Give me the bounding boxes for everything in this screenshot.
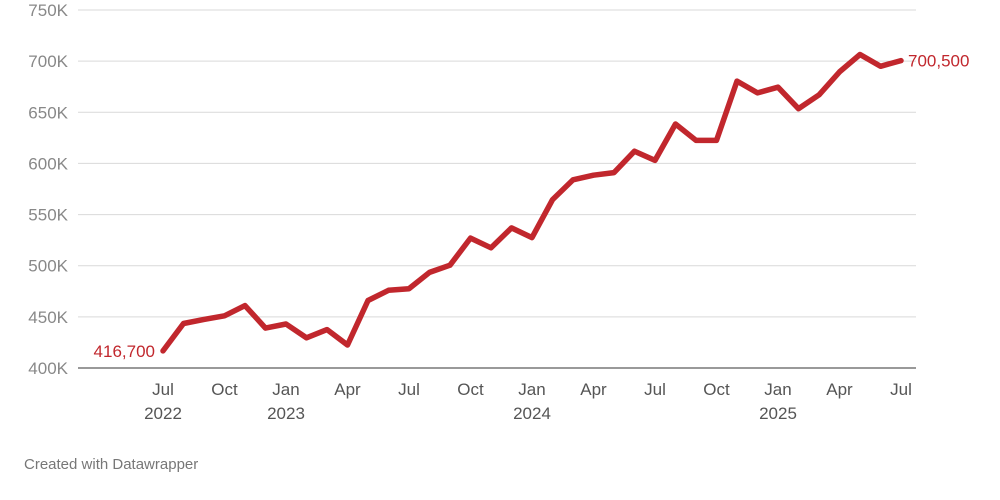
x-tick-label: Jan <box>518 380 545 399</box>
y-tick-label: 450K <box>28 308 68 327</box>
data-point <box>796 106 801 111</box>
series-layer <box>160 51 904 354</box>
y-axis-tick-labels: 400K 450K 500K 550K 600K 650K 700K 750K <box>28 1 68 378</box>
x-tick-label: Jan <box>272 380 299 399</box>
data-point <box>407 286 412 291</box>
data-point <box>202 317 207 322</box>
data-point <box>304 335 309 340</box>
x-tick-label: Oct <box>457 380 484 399</box>
x-tick-label: Apr <box>826 380 853 399</box>
x-tick-label: Jul <box>644 380 666 399</box>
data-point <box>325 327 330 332</box>
data-point <box>263 326 268 331</box>
y-tick-label: 550K <box>28 206 68 225</box>
data-point <box>243 303 248 308</box>
data-point <box>366 298 371 303</box>
data-point <box>837 69 842 74</box>
x-axis-tick-labels: Jul 2022 Oct Jan 2023 Apr Jul Oct Jan 2024 Apr Jul O… <box>144 380 912 423</box>
annotation-layer: 416,700 700,500 <box>94 52 970 361</box>
data-point <box>571 177 576 182</box>
data-point <box>509 225 514 230</box>
data-point <box>632 149 637 154</box>
y-tick-label: 500K <box>28 257 68 276</box>
data-point <box>673 122 678 127</box>
data-point <box>181 321 186 326</box>
data-point <box>427 270 432 275</box>
gridlines <box>78 9 916 369</box>
y-tick-label: 400K <box>28 359 68 378</box>
data-point <box>714 138 719 143</box>
x-tick-year-label: 2022 <box>144 404 182 423</box>
data-point <box>489 245 494 250</box>
x-tick-year-label: 2025 <box>759 404 797 423</box>
data-point <box>776 85 781 90</box>
start-value-label: 416,700 <box>94 342 155 361</box>
y-tick-label: 750K <box>28 1 68 20</box>
credit-footer: Created with Datawrapper <box>24 456 199 473</box>
x-tick-label: Jul <box>398 380 420 399</box>
data-point <box>878 64 883 69</box>
data-point <box>612 170 617 175</box>
x-tick-label: Apr <box>334 380 361 399</box>
y-tick-label: 700K <box>28 52 68 71</box>
x-tick-year-label: 2024 <box>513 404 551 423</box>
data-point <box>345 342 350 347</box>
x-tick-year-label: 2023 <box>267 404 305 423</box>
x-tick-label: Jul <box>152 380 174 399</box>
series-line <box>160 51 904 354</box>
data-point <box>448 263 453 268</box>
data-point <box>222 313 227 318</box>
end-value-label: 700,500 <box>908 52 969 71</box>
data-point <box>591 173 596 178</box>
data-point <box>550 197 555 202</box>
x-tick-label: Oct <box>211 380 238 399</box>
y-tick-label: 650K <box>28 103 68 122</box>
x-tick-label: Jan <box>764 380 791 399</box>
data-point <box>386 288 391 293</box>
data-point <box>817 92 822 97</box>
x-tick-label: Apr <box>580 380 607 399</box>
data-point <box>694 138 699 143</box>
y-tick-label: 600K <box>28 154 68 173</box>
data-point <box>858 52 863 57</box>
data-point <box>899 58 904 63</box>
data-point <box>530 235 535 240</box>
data-point <box>653 158 658 163</box>
x-tick-label: Oct <box>703 380 730 399</box>
data-point <box>161 348 166 353</box>
data-point <box>284 322 289 327</box>
x-tick-label: Jul <box>890 380 912 399</box>
data-point <box>735 79 740 84</box>
data-point <box>468 236 473 241</box>
data-point <box>755 90 760 95</box>
